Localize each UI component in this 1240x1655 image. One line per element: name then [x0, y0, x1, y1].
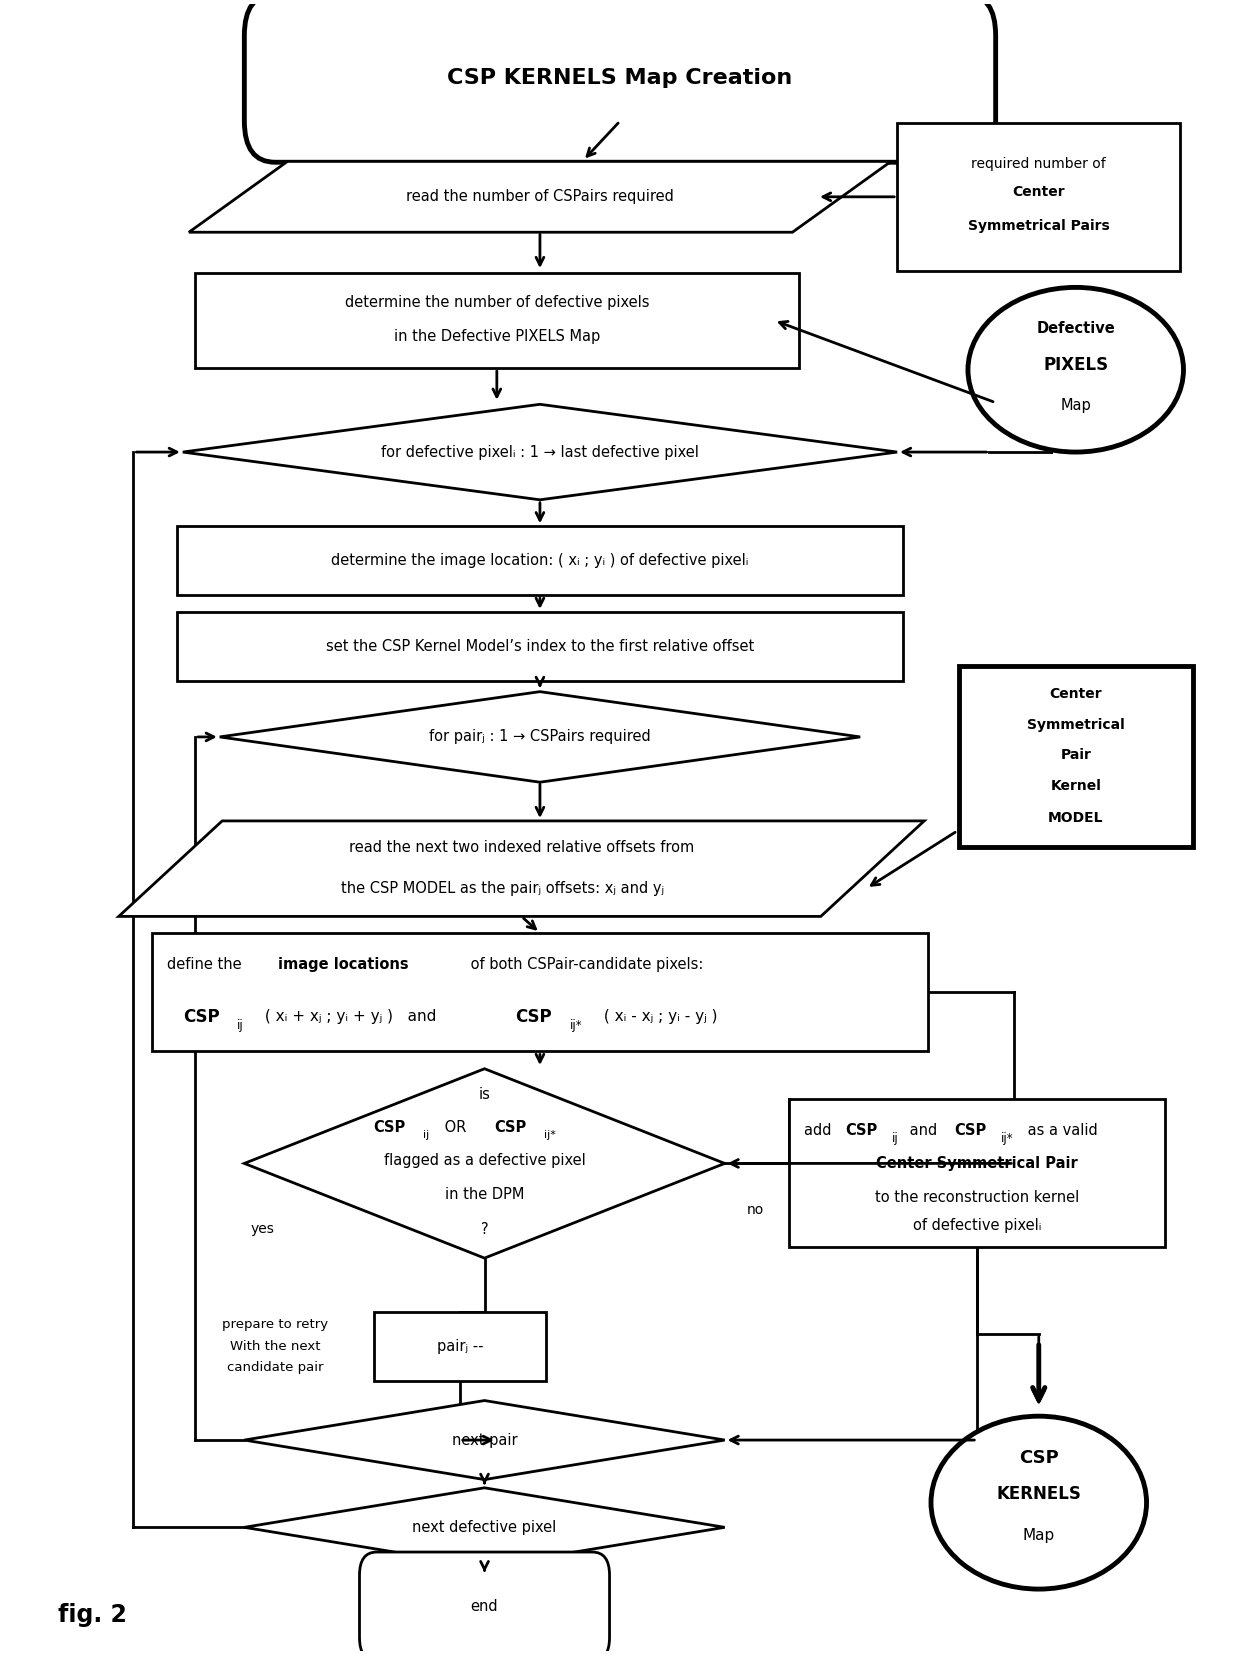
- Text: and: and: [905, 1124, 942, 1139]
- FancyBboxPatch shape: [360, 1552, 610, 1655]
- Text: read the next two indexed relative offsets from: read the next two indexed relative offse…: [348, 839, 694, 854]
- Text: ij: ij: [892, 1132, 898, 1145]
- Text: determine the image location: ( xᵢ ; yᵢ ) of defective pixelᵢ: determine the image location: ( xᵢ ; yᵢ …: [331, 553, 749, 568]
- Text: PIXELS: PIXELS: [1043, 356, 1109, 374]
- Text: no: no: [746, 1203, 764, 1216]
- Text: Map: Map: [1060, 399, 1091, 414]
- Text: CSP: CSP: [373, 1120, 405, 1135]
- Text: ij*: ij*: [543, 1130, 556, 1140]
- Text: to the reconstruction kernel: to the reconstruction kernel: [875, 1190, 1079, 1205]
- Text: candidate pair: candidate pair: [227, 1360, 324, 1374]
- Text: in the DPM: in the DPM: [445, 1187, 525, 1202]
- Polygon shape: [244, 1488, 724, 1567]
- Text: ( xᵢ + xⱼ ; yᵢ + yⱼ )   and: ( xᵢ + xⱼ ; yᵢ + yⱼ ) and: [260, 1010, 451, 1024]
- Text: Pair: Pair: [1060, 748, 1091, 761]
- Text: in the Defective PIXELS Map: in the Defective PIXELS Map: [394, 329, 600, 344]
- Text: for defective pixelᵢ : 1 → last defective pixel: for defective pixelᵢ : 1 → last defectiv…: [381, 445, 699, 460]
- Bar: [176, 526, 903, 596]
- Text: add: add: [804, 1124, 836, 1139]
- Text: CSP KERNELS Map Creation: CSP KERNELS Map Creation: [448, 68, 792, 88]
- Text: ij: ij: [237, 1018, 244, 1031]
- Text: Defective: Defective: [1037, 321, 1115, 336]
- Text: of both CSPair-candidate pixels:: of both CSPair-candidate pixels:: [466, 957, 703, 971]
- Text: determine the number of defective pixels: determine the number of defective pixels: [345, 295, 649, 309]
- Text: Center Symmetrical Pair: Center Symmetrical Pair: [877, 1155, 1078, 1172]
- Bar: [176, 612, 903, 680]
- Text: the CSP MODEL as the pairⱼ offsets: xⱼ and yⱼ: the CSP MODEL as the pairⱼ offsets: xⱼ a…: [341, 880, 665, 895]
- Text: CSP: CSP: [495, 1120, 527, 1135]
- Polygon shape: [188, 162, 892, 232]
- Text: Center: Center: [1049, 687, 1102, 702]
- Text: CSP: CSP: [844, 1124, 877, 1139]
- Text: With the next: With the next: [229, 1339, 320, 1352]
- Text: ( xᵢ - xⱼ ; yᵢ - yⱼ ): ( xᵢ - xⱼ ; yᵢ - yⱼ ): [599, 1010, 718, 1024]
- Text: for pairⱼ : 1 → CSPairs required: for pairⱼ : 1 → CSPairs required: [429, 730, 651, 745]
- Text: Symmetrical Pairs: Symmetrical Pairs: [968, 220, 1110, 233]
- Text: read the number of CSPairs required: read the number of CSPairs required: [405, 189, 673, 204]
- Polygon shape: [219, 692, 861, 783]
- Ellipse shape: [931, 1417, 1147, 1589]
- Text: ij*: ij*: [1001, 1132, 1014, 1145]
- Polygon shape: [119, 821, 924, 917]
- Text: next pair: next pair: [451, 1433, 517, 1448]
- Text: is: is: [479, 1087, 491, 1102]
- Text: OR: OR: [440, 1120, 471, 1135]
- Text: CSP: CSP: [955, 1124, 987, 1139]
- Text: define the: define the: [166, 957, 246, 971]
- Text: KERNELS: KERNELS: [996, 1486, 1081, 1503]
- Text: CSP: CSP: [182, 1008, 219, 1026]
- Text: as a valid: as a valid: [1023, 1124, 1099, 1139]
- Text: flagged as a defective pixel: flagged as a defective pixel: [383, 1152, 585, 1168]
- Text: fig. 2: fig. 2: [58, 1602, 128, 1627]
- Text: yes: yes: [250, 1223, 275, 1236]
- Bar: [153, 933, 928, 1051]
- Text: Kernel: Kernel: [1050, 780, 1101, 793]
- Polygon shape: [182, 404, 897, 500]
- Text: ?: ?: [481, 1221, 489, 1236]
- Text: image locations: image locations: [278, 957, 408, 971]
- Text: Symmetrical: Symmetrical: [1027, 718, 1125, 733]
- Text: prepare to retry: prepare to retry: [222, 1319, 329, 1331]
- Bar: [897, 122, 1180, 271]
- Text: of defective pixelᵢ: of defective pixelᵢ: [913, 1218, 1042, 1233]
- Ellipse shape: [968, 288, 1183, 452]
- Text: MODEL: MODEL: [1048, 811, 1104, 824]
- Text: CSP: CSP: [516, 1008, 552, 1026]
- Text: pairⱼ --: pairⱼ --: [436, 1339, 484, 1354]
- Polygon shape: [244, 1400, 724, 1480]
- Text: ij*: ij*: [569, 1018, 582, 1031]
- Text: Map: Map: [1023, 1528, 1055, 1542]
- Text: required number of: required number of: [971, 157, 1106, 170]
- Bar: [195, 273, 799, 367]
- Bar: [790, 1099, 1166, 1248]
- Bar: [959, 665, 1193, 847]
- Text: set the CSP Kernel Model’s index to the first relative offset: set the CSP Kernel Model’s index to the …: [326, 639, 754, 654]
- Text: next defective pixel: next defective pixel: [413, 1519, 557, 1534]
- FancyBboxPatch shape: [244, 0, 996, 162]
- Text: ij: ij: [423, 1130, 429, 1140]
- Bar: [373, 1312, 546, 1380]
- Text: CSP: CSP: [1019, 1450, 1059, 1468]
- Text: end: end: [471, 1599, 498, 1614]
- Polygon shape: [244, 1069, 724, 1258]
- Text: Center: Center: [1012, 185, 1065, 199]
